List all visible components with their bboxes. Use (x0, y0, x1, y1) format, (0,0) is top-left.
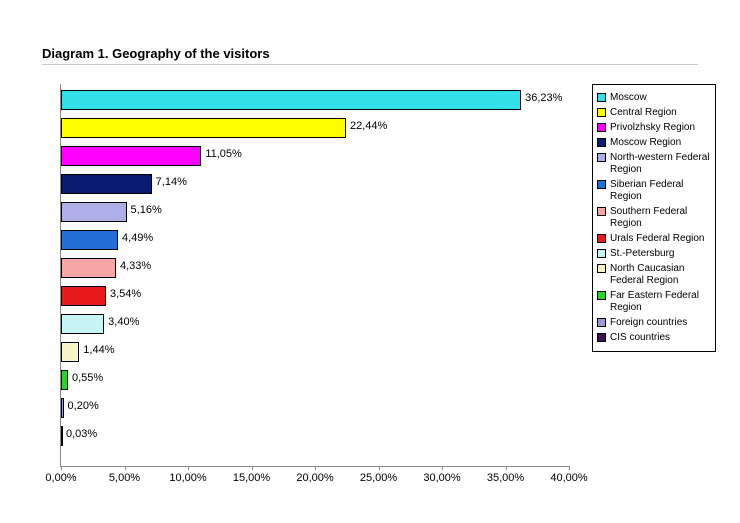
page: Diagram 1. Geography of the visitors 36,… (0, 0, 740, 523)
legend-swatch (597, 108, 606, 117)
legend-item: Foreign countries (597, 317, 711, 329)
x-tick (61, 466, 62, 470)
bar-value-label: 11,05% (205, 148, 242, 160)
bar-value-label: 4,49% (122, 232, 153, 244)
x-tick (379, 466, 380, 470)
x-tick-label: 10,00% (169, 472, 206, 484)
bar-value-label: 3,54% (110, 288, 141, 300)
bar-value-label: 0,55% (72, 372, 103, 384)
legend-label: Far Eastern Federal Region (610, 290, 711, 314)
x-tick-label: 40,00% (550, 472, 587, 484)
bar (61, 370, 68, 390)
bar (61, 258, 116, 278)
bar (61, 230, 118, 250)
bar (61, 202, 127, 222)
bar-value-label: 1,44% (83, 344, 114, 356)
x-tick (506, 466, 507, 470)
legend-label: Central Region (610, 107, 677, 119)
legend-label: Privolzhsky Region (610, 122, 695, 134)
legend-item: Privolzhsky Region (597, 122, 711, 134)
plot-area: 36,23% 22,44% 11,05% 7,14% 5,16% 4,49% 4,33% 3,… (60, 84, 569, 467)
legend-label: Southern Federal Region (610, 206, 711, 230)
legend-label: North-western Federal Region (610, 152, 711, 176)
legend-label: Foreign countries (610, 317, 687, 329)
bar (61, 342, 79, 362)
legend-item: North Caucasian Federal Region (597, 263, 711, 287)
legend-swatch (597, 93, 606, 102)
legend-swatch (597, 318, 606, 327)
legend-swatch (597, 123, 606, 132)
legend-label: Siberian Federal Region (610, 179, 711, 203)
legend-label: St.-Petersburg (610, 248, 674, 260)
x-tick-label: 15,00% (233, 472, 270, 484)
legend: Moscow Central Region Privolzhsky Region Mo… (592, 84, 716, 352)
bar-value-label: 3,40% (108, 316, 139, 328)
legend-item: CIS countries (597, 332, 711, 344)
bar (61, 146, 201, 166)
legend-item: North-western Federal Region (597, 152, 711, 176)
title-underline (42, 64, 698, 65)
bar-value-label: 5,16% (131, 204, 162, 216)
legend-item: Moscow Region (597, 137, 711, 149)
x-tick-label: 35,00% (487, 472, 524, 484)
legend-swatch (597, 138, 606, 147)
bar-value-label: 7,14% (156, 176, 187, 188)
bar (61, 174, 152, 194)
legend-item: Far Eastern Federal Region (597, 290, 711, 314)
legend-item: St.-Petersburg (597, 248, 711, 260)
bar (61, 118, 346, 138)
legend-swatch (597, 234, 606, 243)
bar-value-label: 36,23% (525, 92, 562, 104)
bar-value-label: 0,20% (68, 400, 99, 412)
legend-swatch (597, 153, 606, 162)
x-tick-label: 0,00% (45, 472, 76, 484)
bar (61, 426, 63, 446)
x-tick (442, 466, 443, 470)
bar-value-label: 22,44% (350, 120, 387, 132)
bar (61, 314, 104, 334)
legend-item: Moscow (597, 92, 711, 104)
x-tick-label: 20,00% (296, 472, 333, 484)
legend-item: Central Region (597, 107, 711, 119)
legend-swatch (597, 291, 606, 300)
legend-label: Urals Federal Region (610, 233, 705, 245)
x-tick-label: 5,00% (109, 472, 140, 484)
legend-label: Moscow Region (610, 137, 681, 149)
legend-item: Siberian Federal Region (597, 179, 711, 203)
legend-swatch (597, 249, 606, 258)
legend-swatch (597, 264, 606, 273)
bar (61, 90, 521, 110)
legend-item: Urals Federal Region (597, 233, 711, 245)
x-tick-label: 30,00% (423, 472, 460, 484)
x-tick (125, 466, 126, 470)
legend-label: Moscow (610, 92, 647, 104)
bar (61, 398, 64, 418)
bar-value-label: 0,03% (66, 428, 97, 440)
legend-swatch (597, 180, 606, 189)
chart-title: Diagram 1. Geography of the visitors (42, 46, 270, 61)
x-tick-label: 25,00% (360, 472, 397, 484)
legend-swatch (597, 333, 606, 342)
legend-swatch (597, 207, 606, 216)
x-tick (188, 466, 189, 470)
x-tick (315, 466, 316, 470)
x-tick (252, 466, 253, 470)
legend-label: North Caucasian Federal Region (610, 263, 711, 287)
x-tick (569, 466, 570, 470)
legend-label: CIS countries (610, 332, 670, 344)
legend-item: Southern Federal Region (597, 206, 711, 230)
bar-value-label: 4,33% (120, 260, 151, 272)
bar (61, 286, 106, 306)
